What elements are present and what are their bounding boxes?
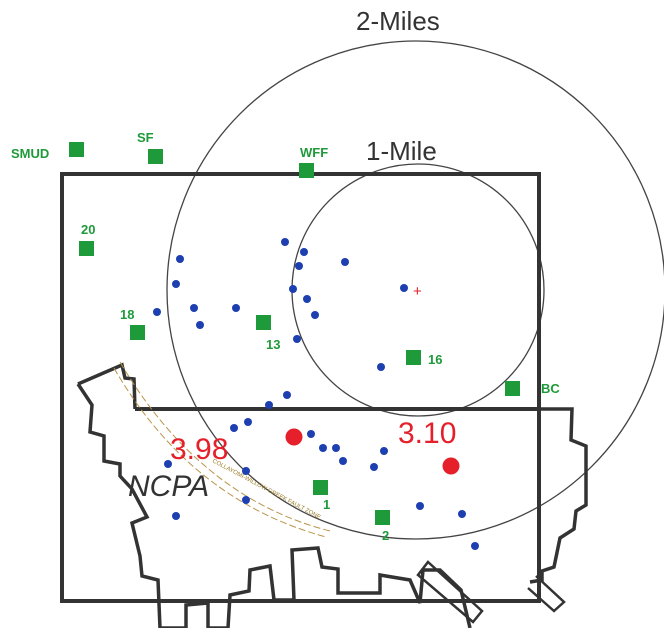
station-label-20: 20 xyxy=(81,222,95,237)
fault-zone-label: COLLAYOMI-WILLOW GREEK FAULT ZONE xyxy=(211,458,321,520)
epicenter-dot xyxy=(339,457,347,465)
fault-zone-line-upper xyxy=(113,367,327,538)
station-marker-sf xyxy=(148,149,163,164)
epicenter-dot xyxy=(196,321,204,329)
station-label-1: 1 xyxy=(323,497,330,512)
epicenter-dot xyxy=(307,430,315,438)
magnitude-label-3-10: 3.10 xyxy=(398,417,456,450)
epicenter-dot xyxy=(265,401,273,409)
epicenter-dot xyxy=(377,363,385,371)
epicenter-dot xyxy=(471,542,479,550)
epicenter-dot xyxy=(303,295,311,303)
one-mile-ring-label: 1-Mile xyxy=(366,136,437,166)
epicenter-dot xyxy=(416,502,424,510)
epicenter-dot xyxy=(172,512,180,520)
epicenter-dot xyxy=(230,424,238,432)
epicenter-dot xyxy=(319,444,327,452)
epicenter-dot xyxy=(370,463,378,471)
ncpa-area-label: NCPA xyxy=(128,470,209,503)
event-marker-3-98 xyxy=(285,428,303,446)
station-marker-1 xyxy=(313,480,328,495)
station-marker-bc xyxy=(505,381,520,396)
epicenter-dot xyxy=(283,391,291,399)
epicenter-dot xyxy=(300,248,308,256)
epicenter-dot xyxy=(458,510,466,518)
two-mile-radius-ring xyxy=(166,40,664,540)
epicenter-dot xyxy=(242,467,250,475)
station-label-13: 13 xyxy=(266,337,280,352)
epicenter-dot xyxy=(176,255,184,263)
epicenter-dot xyxy=(293,335,301,343)
station-label-wff: WFF xyxy=(300,145,328,160)
fault-zone-line-lower xyxy=(119,361,331,532)
epicenter-dot xyxy=(332,444,340,452)
epicenter-dot xyxy=(380,447,388,455)
epicenter-dot xyxy=(400,284,408,292)
epicenter-dot xyxy=(289,285,297,293)
station-marker-20 xyxy=(79,241,94,256)
epicenter-dot xyxy=(242,496,250,504)
ncpa-lease-tab xyxy=(416,560,566,624)
epicenter-dot xyxy=(295,262,303,270)
epicenter-dots xyxy=(153,238,479,550)
station-marker-smud xyxy=(69,142,84,157)
station-label-sf: SF xyxy=(137,130,154,145)
station-label-smud: SMUD xyxy=(11,146,49,161)
station-label-18: 18 xyxy=(120,307,134,322)
event-marker-3-10 xyxy=(442,457,460,475)
station-label-bc: BC xyxy=(541,381,560,396)
epicenter-dot xyxy=(232,304,240,312)
station-label-16: 16 xyxy=(428,352,442,367)
epicenter-dot xyxy=(153,308,161,316)
epicenter-dot xyxy=(190,304,198,312)
center-cross-marker: + xyxy=(413,283,422,300)
two-mile-ring-label: 2-Miles xyxy=(356,6,440,36)
epicenter-dot xyxy=(172,280,180,288)
station-marker-2 xyxy=(375,510,390,525)
station-marker-13 xyxy=(256,315,271,330)
ncpa-lease-outline xyxy=(76,362,588,628)
epicenter-dot xyxy=(164,460,172,468)
epicenter-dot xyxy=(281,238,289,246)
epicenter-dot xyxy=(244,418,252,426)
epicenter-dot xyxy=(341,258,349,266)
station-label-2: 2 xyxy=(382,528,389,543)
station-marker-18 xyxy=(130,325,145,340)
seismic-stations xyxy=(69,142,520,525)
station-marker-16 xyxy=(406,350,421,365)
station-marker-wff xyxy=(299,163,314,178)
magnitude-label-3-98: 3.98 xyxy=(170,433,228,466)
epicenter-dot xyxy=(311,311,319,319)
